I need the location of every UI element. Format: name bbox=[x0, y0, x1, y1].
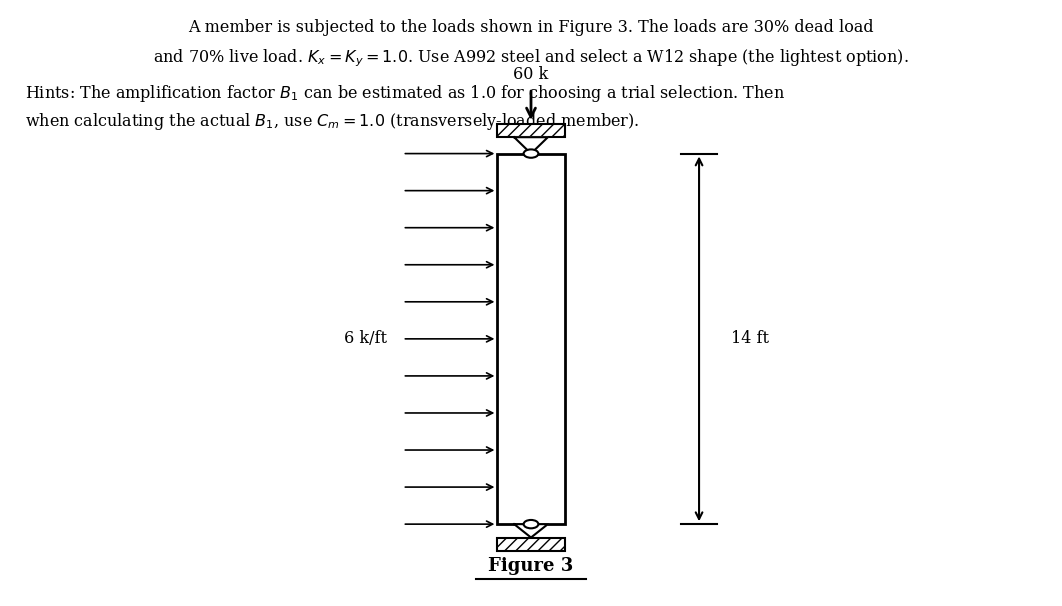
Text: Figure 3: Figure 3 bbox=[489, 557, 573, 575]
Bar bbox=[497, 124, 565, 137]
Polygon shape bbox=[514, 137, 548, 153]
Text: Hints: The amplification factor $B_1$ can be estimated as 1.0 for choosing a tri: Hints: The amplification factor $B_1$ ca… bbox=[25, 83, 785, 104]
Bar bbox=[497, 153, 565, 524]
Bar bbox=[497, 538, 565, 551]
Text: and 70% live load. $K_x = K_y = 1.0$. Use A992 steel and select a W12 shape (the: and 70% live load. $K_x = K_y = 1.0$. Us… bbox=[153, 47, 909, 69]
Circle shape bbox=[524, 520, 538, 528]
Text: A member is subjected to the loads shown in Figure 3. The loads are 30% dead loa: A member is subjected to the loads shown… bbox=[188, 19, 874, 36]
Text: 6 k/ft: 6 k/ft bbox=[344, 330, 387, 347]
Polygon shape bbox=[514, 524, 548, 538]
Circle shape bbox=[524, 150, 538, 158]
Text: when calculating the actual $B_1$, use $C_m = 1.0$ (transversely-loaded member).: when calculating the actual $B_1$, use $… bbox=[25, 110, 639, 132]
Text: 14 ft: 14 ft bbox=[731, 330, 769, 347]
Text: 60 k: 60 k bbox=[513, 67, 549, 84]
